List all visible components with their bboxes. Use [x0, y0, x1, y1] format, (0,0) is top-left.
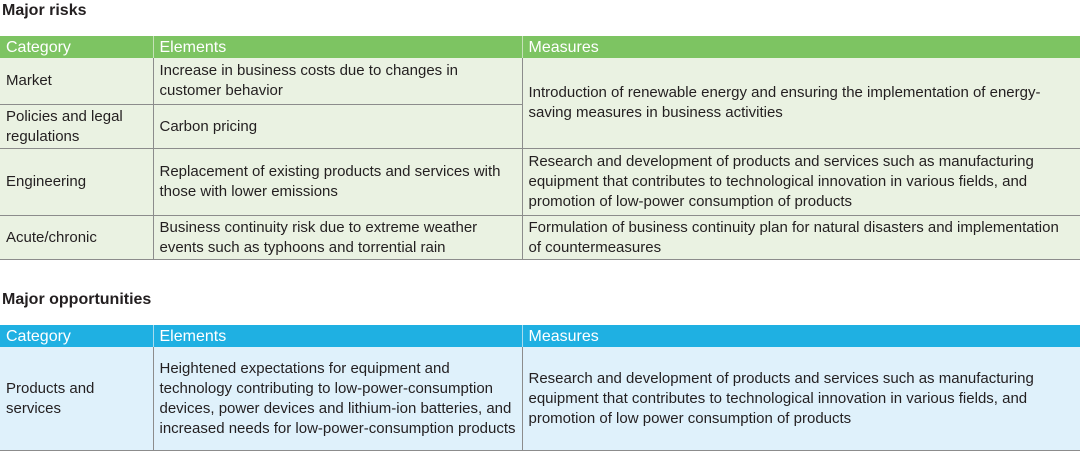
opportunity-category-cell: Products and services [0, 347, 154, 451]
risk-category-cell: Market [0, 58, 154, 105]
risk-elements-cell: Carbon pricing [153, 104, 523, 149]
table-row: Market Increase in business costs due to… [0, 58, 1080, 149]
risks-header-category: Category [0, 36, 154, 58]
risk-measures-cell: Formulation of business continuity plan … [522, 215, 1080, 260]
opportunity-elements-cell: Heightened expectations for equipment an… [153, 347, 523, 451]
opportunities-header-elements: Elements [153, 325, 523, 347]
risks-header-elements: Elements [153, 36, 523, 58]
opportunities-table: Category Elements Measures Products and … [0, 325, 1080, 451]
risk-shared-measures-cell: Introduction of renewable energy and ens… [522, 58, 1080, 149]
risk-elements-cell: Business continuity risk due to extreme … [153, 215, 523, 260]
risk-measures-cell: Research and development of products and… [522, 148, 1080, 216]
table-row: Engineering Replacement of existing prod… [0, 148, 1080, 216]
risk-category-cell: Policies and legal regulations [0, 104, 154, 149]
risks-header-row: Category Elements Measures [0, 36, 1080, 58]
table-row: Products and services Heightened expecta… [0, 347, 1080, 451]
opportunities-header-measures: Measures [522, 325, 1080, 347]
table-row: Acute/chronic Business continuity risk d… [0, 215, 1080, 260]
risks-header-measures: Measures [522, 36, 1080, 58]
opportunities-header-row: Category Elements Measures [0, 325, 1080, 347]
opportunity-measures-cell: Research and development of products and… [522, 347, 1080, 451]
table-row: Policies and legal regulations Carbon pr… [0, 104, 1080, 149]
risk-category-cell: Engineering [0, 148, 154, 216]
risk-category-cell: Acute/chronic [0, 215, 154, 260]
risk-elements-cell: Increase in business costs due to change… [153, 58, 523, 105]
opportunities-header-category: Category [0, 325, 154, 347]
risks-table: Category Elements Measures Market Increa… [0, 36, 1080, 260]
risks-section-title: Major risks [2, 2, 87, 19]
opportunities-section-title: Major opportunities [2, 291, 152, 308]
risk-elements-cell: Replacement of existing products and ser… [153, 148, 523, 216]
